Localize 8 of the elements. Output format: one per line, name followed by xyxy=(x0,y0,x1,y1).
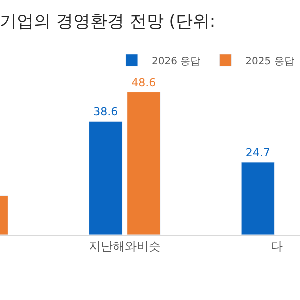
data-label: 38.6 xyxy=(94,106,118,119)
data-label: 48.6 xyxy=(132,76,156,90)
x-tick-label: 지난해와비슷 xyxy=(88,239,161,254)
legend-label: 2025 응답 xyxy=(246,56,294,68)
legend-label: 2026 응답 xyxy=(152,56,201,68)
x-tick-label: 다 xyxy=(271,239,284,254)
chart-title: 기업의 경영환경 전망 (단위: xyxy=(0,12,216,32)
data-label: 24.7 xyxy=(246,146,270,160)
